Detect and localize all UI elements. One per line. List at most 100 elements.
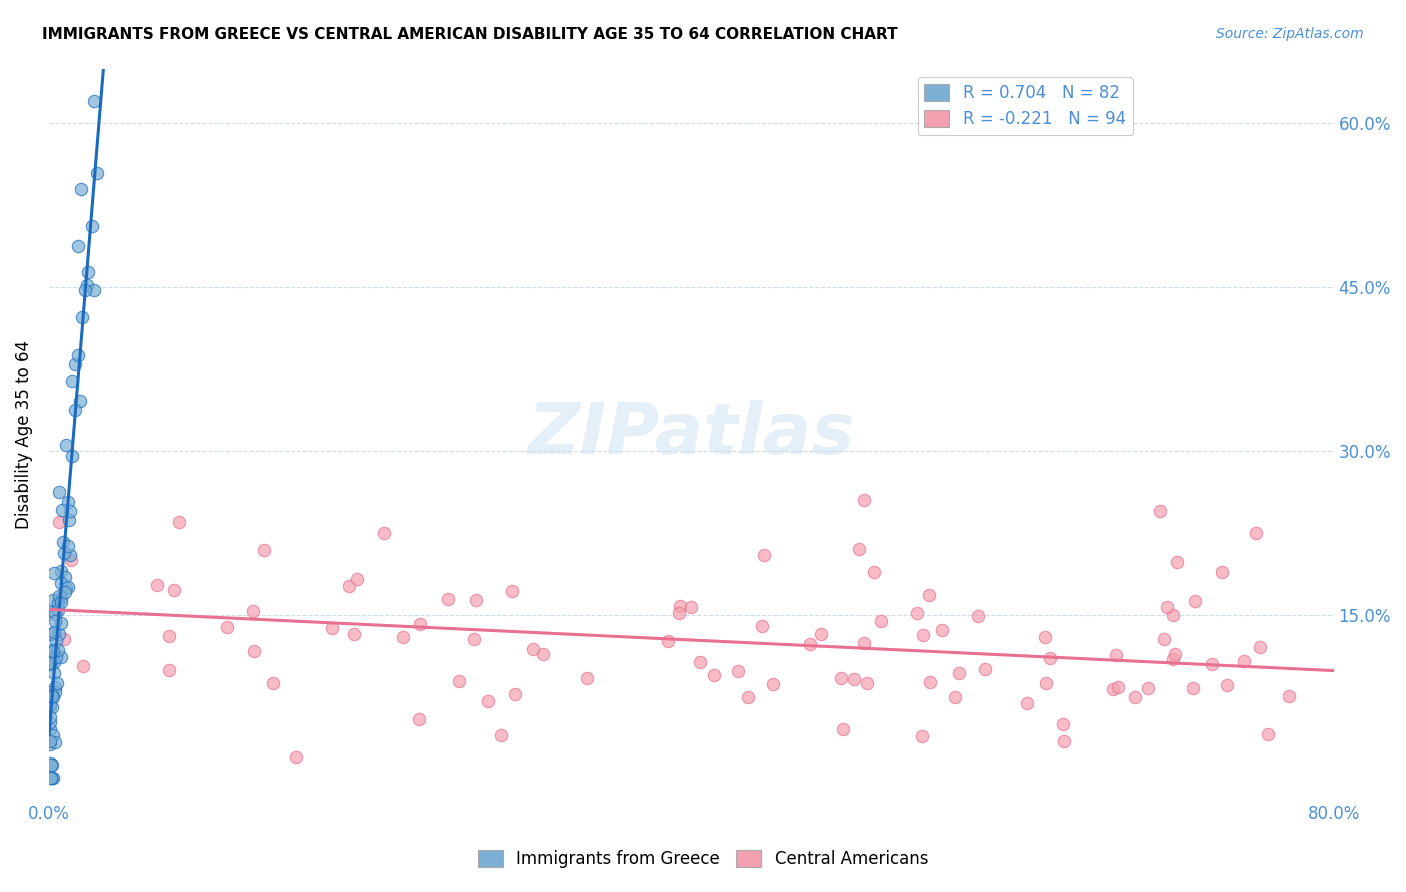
Point [463, 632, 485, 646]
Point [69, 394, 91, 409]
Point [727, 664, 749, 678]
Point [576, 671, 599, 685]
Point [737, 690, 759, 704]
Point [346, 572, 368, 586]
Point [762, 677, 785, 691]
Point [905, 607, 928, 621]
Point [862, 565, 884, 579]
Point [49, 591, 72, 606]
Point [242, 604, 264, 618]
Point [1102, 681, 1125, 696]
Point [41, 651, 63, 665]
Point [86, 165, 108, 179]
Point [754, 548, 776, 562]
Point [83, 95, 105, 109]
Point [1161, 652, 1184, 666]
Point [63, 357, 86, 371]
Point [668, 606, 690, 620]
Point [855, 676, 877, 690]
Point [1156, 600, 1178, 615]
Point [1211, 565, 1233, 579]
Point [39, 710, 62, 724]
Point [76, 278, 98, 293]
Point [1052, 717, 1074, 731]
Point [42, 566, 65, 581]
Point [42, 690, 65, 704]
Point [853, 636, 876, 650]
Point [42, 593, 65, 607]
Point [1107, 680, 1129, 694]
Point [491, 728, 513, 742]
Point [408, 712, 430, 726]
Point [56, 580, 79, 594]
Point [943, 690, 966, 705]
Point [58, 513, 80, 527]
Point [848, 542, 870, 557]
Point [948, 666, 970, 681]
Point [966, 609, 988, 624]
Point [253, 543, 276, 558]
Point [409, 617, 432, 632]
Point [42, 655, 65, 669]
Point [41, 757, 63, 772]
Point [1164, 647, 1187, 661]
Point [1233, 654, 1256, 668]
Point [832, 722, 855, 736]
Point [437, 592, 460, 607]
Point [44, 607, 66, 622]
Point [157, 663, 180, 677]
Point [49, 615, 72, 630]
Point [1125, 690, 1147, 705]
Point [703, 668, 725, 682]
Point [852, 493, 875, 508]
Point [38, 737, 60, 751]
Point [49, 649, 72, 664]
Point [1166, 555, 1188, 569]
Point [973, 662, 995, 676]
Point [48, 603, 70, 617]
Point [66, 348, 89, 362]
Point [38, 698, 60, 713]
Point [52, 546, 75, 560]
Point [55, 438, 77, 452]
Point [42, 728, 65, 742]
Point [844, 672, 866, 686]
Point [1015, 696, 1038, 710]
Point [1184, 594, 1206, 608]
Point [1249, 640, 1271, 654]
Point [39, 657, 62, 671]
Point [157, 629, 180, 643]
Point [830, 671, 852, 685]
Point [477, 694, 499, 708]
Point [38, 656, 60, 670]
Point [73, 284, 96, 298]
Point [55, 582, 77, 596]
Point [44, 735, 66, 749]
Point [321, 621, 343, 635]
Point [45, 649, 67, 664]
Point [76, 264, 98, 278]
Point [44, 614, 66, 628]
Point [38, 690, 60, 705]
Point [1244, 525, 1267, 540]
Point [39, 758, 62, 772]
Point [464, 592, 486, 607]
Point [1053, 733, 1076, 747]
Point [45, 634, 67, 648]
Point [38, 756, 60, 770]
Point [46, 643, 69, 657]
Point [49, 595, 72, 609]
Point [39, 771, 62, 785]
Point [49, 575, 72, 590]
Point [531, 647, 554, 661]
Point [870, 615, 893, 629]
Point [217, 620, 239, 634]
Point [52, 535, 75, 549]
Legend: R = 0.704   N = 82, R = -0.221   N = 94: R = 0.704 N = 82, R = -0.221 N = 94 [918, 77, 1133, 135]
Point [501, 584, 523, 599]
Point [56, 494, 79, 508]
Point [1182, 681, 1205, 696]
Point [285, 750, 308, 764]
Point [41, 771, 63, 785]
Point [42, 625, 65, 640]
